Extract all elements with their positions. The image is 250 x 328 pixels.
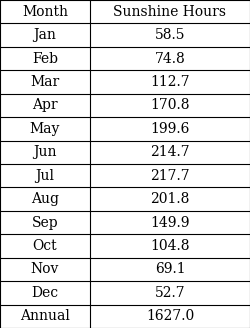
Text: 104.8: 104.8: [150, 239, 190, 253]
Text: 214.7: 214.7: [150, 145, 190, 159]
Text: 201.8: 201.8: [150, 192, 190, 206]
Text: 69.1: 69.1: [155, 262, 185, 277]
Text: Feb: Feb: [32, 51, 58, 66]
Text: Aug: Aug: [31, 192, 59, 206]
Text: 58.5: 58.5: [155, 28, 185, 42]
Text: 199.6: 199.6: [150, 122, 190, 136]
Text: Jun: Jun: [33, 145, 57, 159]
Text: 217.7: 217.7: [150, 169, 190, 183]
Text: Jan: Jan: [34, 28, 56, 42]
Text: 170.8: 170.8: [150, 98, 190, 113]
Text: 52.7: 52.7: [155, 286, 185, 300]
Text: 149.9: 149.9: [150, 215, 190, 230]
Text: Nov: Nov: [31, 262, 59, 277]
Text: Dec: Dec: [32, 286, 58, 300]
Text: Oct: Oct: [33, 239, 57, 253]
Text: Jul: Jul: [36, 169, 54, 183]
Text: Month: Month: [22, 5, 68, 19]
Text: 74.8: 74.8: [154, 51, 185, 66]
Text: 112.7: 112.7: [150, 75, 190, 89]
Text: Sunshine Hours: Sunshine Hours: [114, 5, 226, 19]
Text: May: May: [30, 122, 60, 136]
Text: Apr: Apr: [32, 98, 58, 113]
Text: Annual: Annual: [20, 309, 70, 323]
Text: 1627.0: 1627.0: [146, 309, 194, 323]
Text: Sep: Sep: [32, 215, 58, 230]
Text: Mar: Mar: [30, 75, 60, 89]
